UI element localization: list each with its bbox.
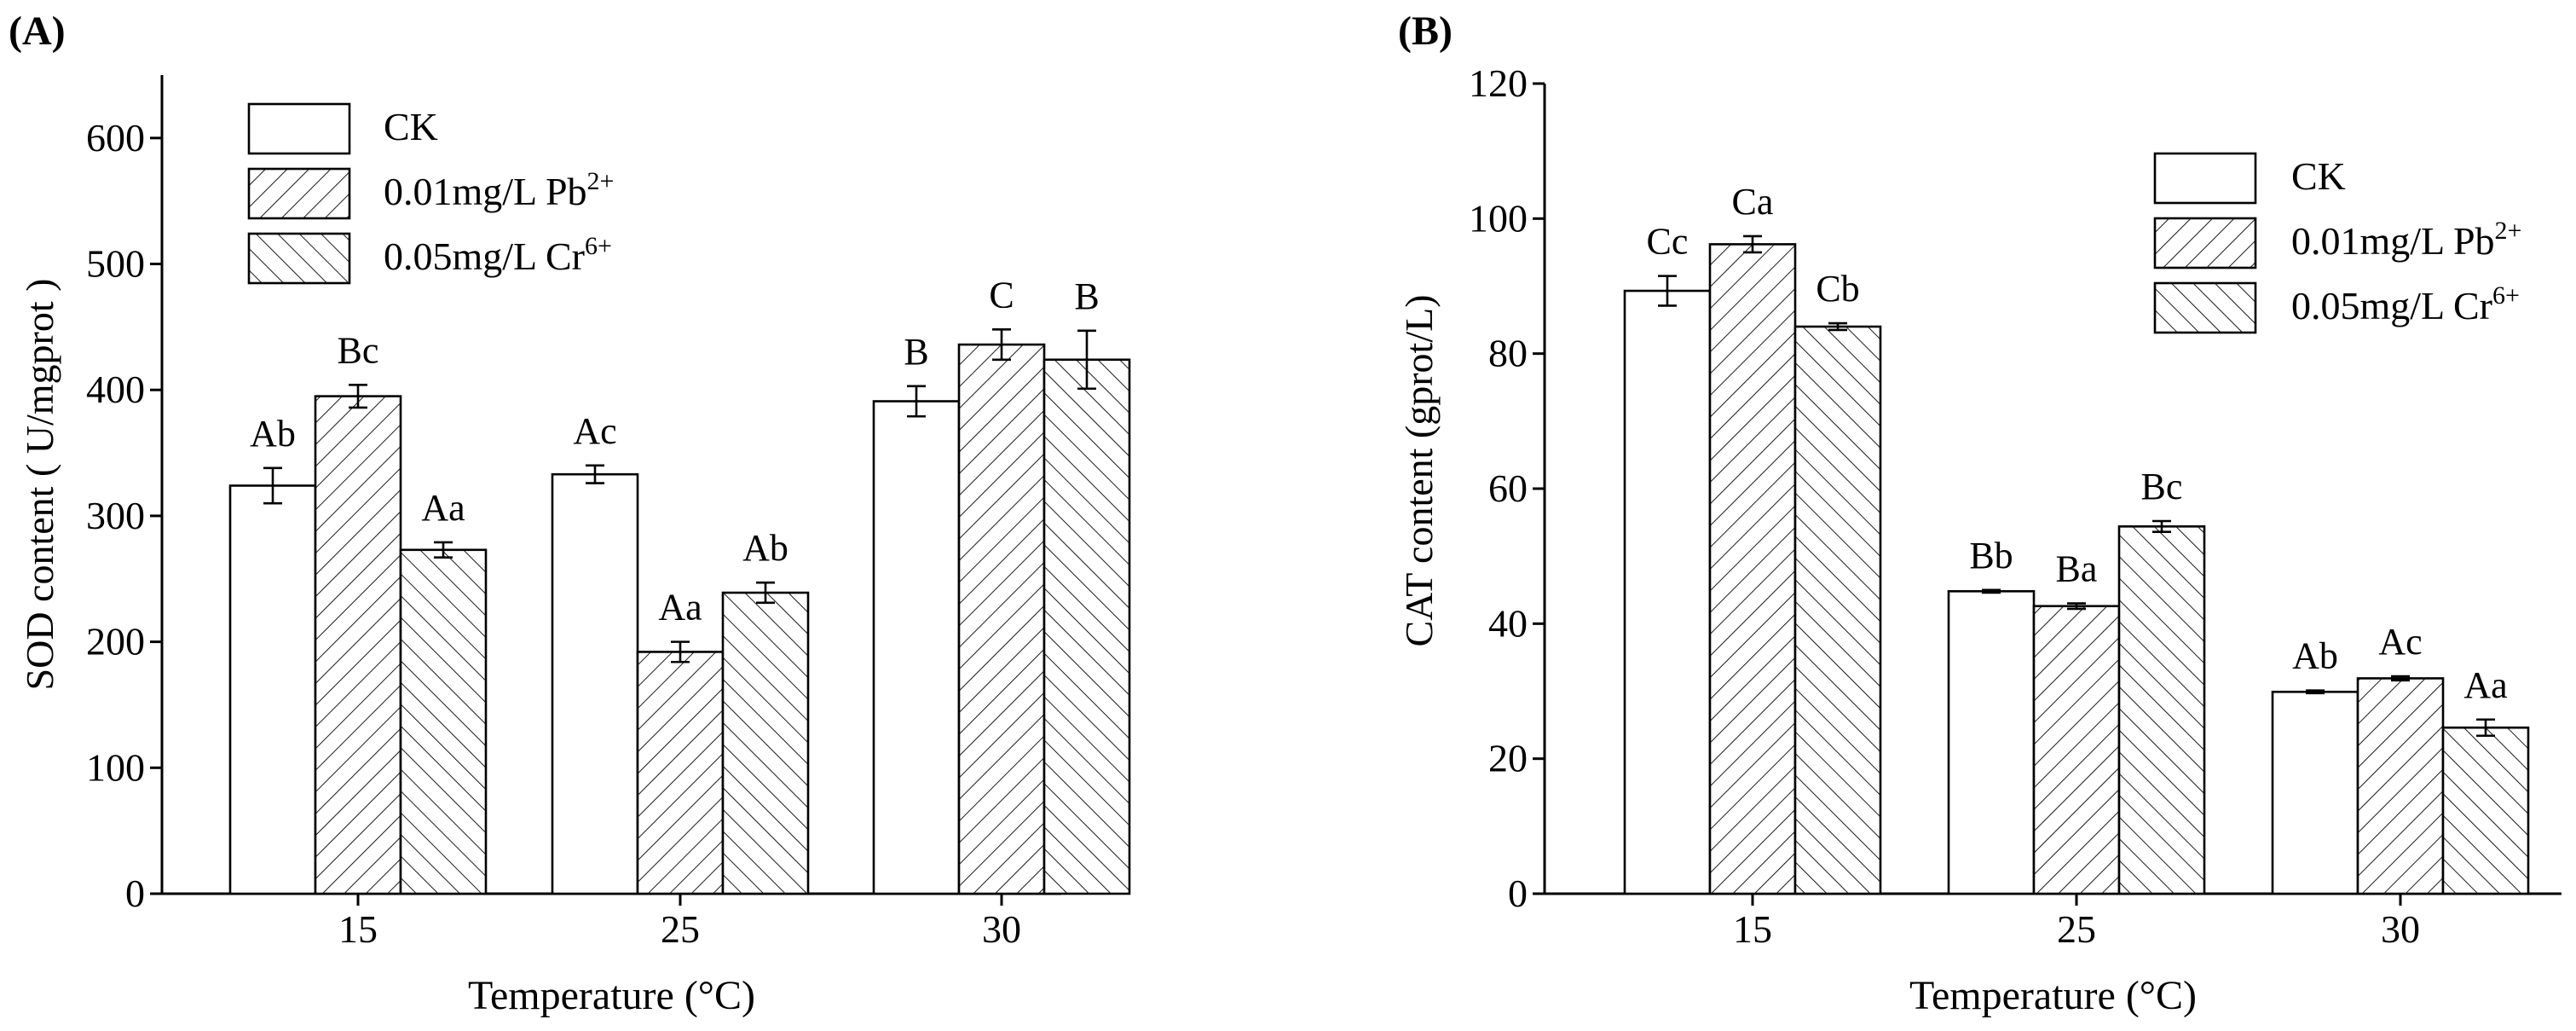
legend-entry: 0.05mg/L Cr6+: [384, 232, 612, 278]
y-tick-label: 200: [86, 620, 145, 663]
legend: CK 0.01mg/L Pb2+ 0.05mg/L Cr6+: [2153, 152, 2521, 334]
legend-entry-superscript: 2+: [2495, 217, 2522, 245]
legend: CK 0.01mg/L Pb2+ 0.05mg/L Cr6+: [247, 102, 614, 285]
y-tick-label: 0: [125, 872, 145, 915]
significance-label: Ab: [250, 413, 296, 455]
panel-label: (A): [9, 9, 66, 54]
legend-entry-name: CK: [2291, 154, 2346, 198]
bar: [2032, 605, 2121, 895]
bar: [872, 400, 961, 895]
chart-panel-b: (B) 0 20 40 60 80 100 120 CAT content (gprot/L) 1…: [1397, 9, 2562, 1018]
significance-label: Aa: [421, 487, 465, 529]
legend-swatch: [2153, 152, 2257, 205]
significance-label: Bc: [2141, 466, 2183, 507]
y-tick-label: 500: [86, 242, 145, 286]
chart-panel-a: (A) 0 100 200 300 400 500 600 SOD content ( U/mg…: [9, 9, 1131, 1018]
significance-label: Bb: [1969, 535, 2013, 576]
legend-entry: CK: [384, 105, 438, 148]
x-tick-label: 25: [661, 907, 700, 951]
legend-swatch: [247, 232, 351, 285]
legend-swatch: [247, 102, 351, 155]
legend-entry-name: 0.01mg/L Pb: [384, 170, 587, 213]
bar: [1623, 289, 1712, 895]
bar: [228, 484, 317, 895]
bar: [1043, 358, 1131, 895]
bar: [636, 651, 725, 895]
significance-label: C: [989, 274, 1014, 316]
y-tick-label: 300: [86, 494, 145, 537]
y-axis-label: SOD content ( U/mgprot ): [18, 279, 61, 691]
bar: [399, 548, 488, 895]
legend-swatch: [2153, 217, 2257, 269]
legend-entry-superscript: 2+: [587, 167, 615, 195]
y-tick-label: 100: [86, 745, 145, 789]
y-tick-label: 20: [1488, 737, 1528, 780]
significance-label: Aa: [658, 587, 702, 628]
significance-label: Ac: [573, 410, 616, 452]
y-tick-label: 100: [1469, 196, 1528, 240]
x-tick-label: 15: [1733, 907, 1772, 951]
legend-entry: CK: [2291, 154, 2346, 198]
bar: [1793, 325, 1882, 895]
bar: [1947, 590, 2036, 895]
bar: [2441, 726, 2530, 895]
y-tick-label: 120: [1469, 61, 1528, 105]
y-tick-label: 600: [86, 116, 145, 159]
x-axis-label: Temperature (°C): [1909, 973, 2197, 1018]
legend-entry: 0.01mg/L Pb2+: [384, 167, 614, 213]
legend-entry-superscript: 6+: [585, 232, 612, 260]
legend-entry-name: 0.01mg/L Pb: [2291, 219, 2495, 263]
significance-label: Cb: [1816, 268, 1859, 310]
bar: [2117, 525, 2206, 895]
y-tick-label: 400: [86, 368, 145, 411]
legend-swatch: [247, 167, 351, 220]
legend-entry-superscript: 6+: [2492, 281, 2520, 310]
legend-entry: 0.05mg/L Cr6+: [2291, 281, 2520, 327]
legend-entry-name: CK: [384, 105, 438, 148]
y-tick-label: 60: [1488, 466, 1528, 510]
y-tick-label: 40: [1488, 601, 1528, 645]
x-tick-label: 15: [338, 907, 378, 951]
y-tick-label: 0: [1508, 872, 1528, 915]
x-axis-label: Temperature (°C): [468, 973, 755, 1018]
significance-label: Bc: [338, 329, 379, 371]
significance-label: B: [904, 331, 928, 373]
y-axis-label: CAT content (gprot/L): [1397, 294, 1441, 646]
significance-label: B: [1074, 275, 1099, 317]
significance-label: Aa: [2463, 664, 2507, 706]
significance-label: Ab: [742, 527, 788, 569]
legend-swatch: [2153, 281, 2257, 334]
x-tick-label: 30: [982, 907, 1021, 951]
bar: [957, 343, 1046, 895]
bar: [2356, 677, 2445, 895]
significance-label: Ab: [2292, 635, 2338, 677]
bar: [1708, 243, 1797, 895]
bar: [314, 395, 402, 895]
bar: [2271, 690, 2359, 895]
legend-entry: 0.01mg/L Pb2+: [2291, 217, 2521, 263]
significance-label: Cc: [1647, 221, 1689, 263]
legend-entry-name: 0.05mg/L Cr: [2291, 284, 2492, 327]
significance-label: Ca: [1732, 181, 1774, 223]
legend-entry-name: 0.05mg/L Cr: [384, 235, 585, 278]
x-tick-label: 30: [2381, 907, 2420, 951]
panel-label: (B): [1398, 9, 1453, 54]
bar: [551, 472, 639, 895]
significance-label: Ba: [2056, 548, 2098, 590]
significance-label: Ac: [2378, 621, 2422, 663]
y-tick-label: 80: [1488, 332, 1528, 375]
x-tick-label: 25: [2057, 907, 2096, 951]
bar: [721, 591, 810, 895]
